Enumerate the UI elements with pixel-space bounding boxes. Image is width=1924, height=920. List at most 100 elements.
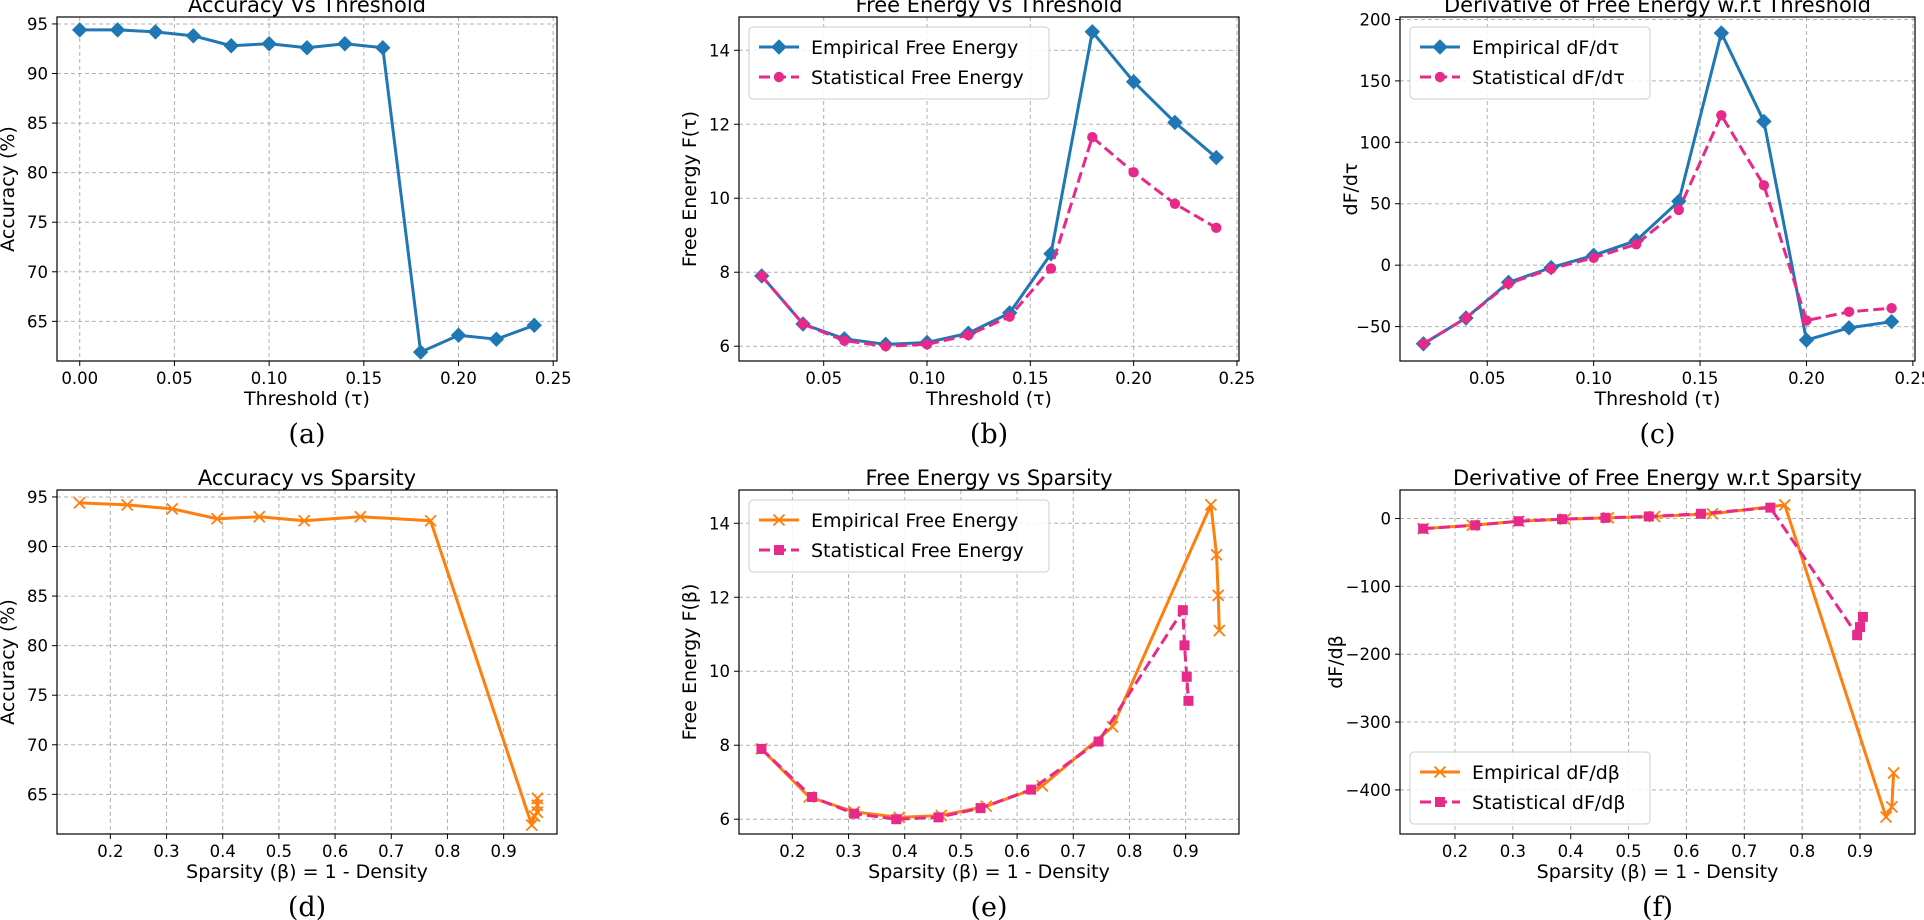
data-point	[880, 341, 891, 352]
data-point	[1513, 516, 1524, 527]
data-point	[1886, 302, 1897, 314]
y-tick-label: 50	[1370, 195, 1391, 214]
data-point	[1643, 511, 1654, 522]
x-tick-label: 0.5	[948, 842, 974, 861]
y-tick-label: 85	[27, 114, 48, 133]
data-point	[963, 329, 974, 341]
x-tick-label: 0.7	[1060, 842, 1086, 861]
y-tick-label: 6	[720, 337, 731, 356]
data-point	[1418, 338, 1429, 349]
x-tick-label: 0.8	[434, 842, 460, 861]
y-tick-label: 85	[27, 587, 48, 606]
data-point	[185, 28, 202, 44]
data-point	[1181, 671, 1192, 682]
x-tick-label: 0.3	[835, 842, 861, 861]
legend-swatch-marker	[1433, 765, 1447, 779]
legend-box	[1409, 751, 1651, 825]
panel-label: (f)	[1642, 892, 1673, 920]
data-point	[1713, 25, 1730, 41]
data-point	[1177, 605, 1188, 616]
y-axis-label: Accuracy (%)	[0, 126, 19, 252]
data-point	[1588, 252, 1599, 263]
x-tick-label: 0.5	[266, 842, 292, 861]
x-tick-label: 0.05	[805, 369, 842, 388]
data-point	[1545, 263, 1557, 275]
data-point	[525, 818, 538, 832]
data-point	[1852, 630, 1863, 641]
data-point	[1204, 498, 1218, 511]
series-pink	[756, 605, 1194, 825]
y-tick-label: −200	[1346, 645, 1391, 664]
y-tick-label: 90	[27, 538, 48, 557]
data-point	[1179, 640, 1190, 651]
data-point	[1167, 114, 1183, 131]
legend-swatch-marker	[1432, 39, 1448, 55]
legend-box	[748, 499, 1050, 573]
y-tick-label: 10	[709, 189, 730, 208]
data-point	[1716, 110, 1727, 121]
y-axis-label: Accuracy (%)	[0, 599, 19, 725]
legend-label: Empirical dF/dβ	[1472, 762, 1620, 784]
legend-swatch-marker	[774, 545, 784, 555]
legend-swatch-marker	[1435, 797, 1445, 807]
y-tick-label: 10	[709, 662, 730, 681]
data-point	[450, 327, 467, 343]
y-tick-label: 75	[27, 213, 48, 232]
series-line	[760, 135, 1218, 348]
y-tick-label: −400	[1346, 781, 1391, 800]
data-point	[1183, 695, 1194, 706]
x-axis-label: Sparsity (β) = 1 - Density	[868, 861, 1110, 883]
y-tick-label: 100	[1360, 133, 1392, 152]
y-tick-label: 70	[27, 263, 48, 282]
data-point	[839, 335, 850, 346]
x-tick-label: 0.9	[1847, 842, 1873, 861]
data-point	[891, 814, 902, 825]
data-point	[933, 812, 944, 823]
x-tick-label: 0.6	[1004, 842, 1030, 861]
y-tick-label: 80	[27, 637, 48, 656]
y-tick-label: 80	[27, 164, 48, 183]
y-axis-label: dF/dβ	[1325, 635, 1347, 689]
data-point	[1212, 589, 1225, 602]
x-tick-label: 0.15	[345, 369, 382, 388]
data-point	[147, 24, 164, 40]
data-point	[210, 512, 224, 525]
data-point	[1600, 512, 1611, 523]
x-tick-label: 0.4	[892, 842, 918, 861]
x-tick-label: 0.05	[156, 369, 193, 388]
y-axis-label: dF/dτ	[1340, 163, 1362, 216]
data-point	[166, 502, 179, 515]
data-point	[797, 318, 809, 330]
x-tick-label: 0.2	[97, 842, 123, 861]
data-point	[223, 38, 239, 54]
legend-swatch-marker	[772, 513, 786, 527]
legend-swatch-marker	[1434, 71, 1446, 83]
x-tick-label: 0.25	[1894, 369, 1924, 388]
data-point	[526, 317, 542, 334]
x-tick-label: 0.9	[1173, 842, 1199, 861]
x-tick-label: 0.15	[1682, 369, 1719, 388]
data-point	[1841, 320, 1857, 336]
data-point	[1758, 180, 1770, 191]
data-point	[756, 743, 767, 754]
data-point	[807, 792, 818, 803]
y-tick-label: −50	[1356, 318, 1391, 337]
y-tick-label: 12	[709, 588, 730, 607]
y-tick-label: −300	[1346, 713, 1391, 732]
data-point	[1470, 520, 1481, 531]
x-tick-label: 0.25	[535, 369, 572, 388]
data-point	[1857, 611, 1868, 622]
data-point	[1128, 167, 1139, 178]
x-axis-label: Threshold (τ)	[1594, 388, 1721, 410]
data-point	[299, 40, 315, 56]
data-point	[354, 510, 367, 523]
data-point	[1557, 514, 1568, 525]
y-tick-label: 200	[1360, 10, 1392, 29]
data-point	[1879, 810, 1893, 824]
data-point	[975, 803, 986, 814]
data-point	[1887, 766, 1900, 780]
y-tick-label: 65	[27, 312, 48, 331]
data-point	[1093, 736, 1104, 747]
data-point	[1673, 204, 1684, 216]
